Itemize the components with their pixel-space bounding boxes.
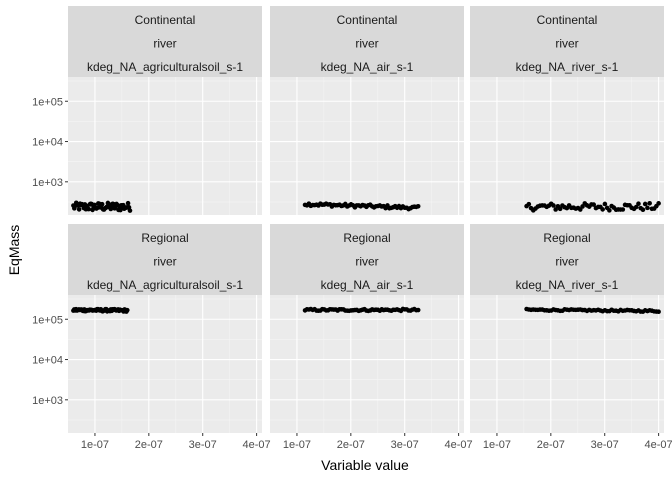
panel-background [470,295,664,433]
facet-strip [470,224,664,295]
strip-label: river [355,37,378,51]
data-point [415,307,421,313]
strip-label: Regional [343,231,390,245]
strip-label: Continental [337,13,398,27]
panel-background [68,295,262,433]
x-tick-label: 2e-07 [135,439,163,451]
strip-label: river [355,255,378,269]
facet-strip [270,6,464,77]
x-tick-label: 4e-07 [243,439,271,451]
x-tick-label: 2e-07 [537,439,565,451]
data-point [124,307,130,313]
panels-layer: Continental river kdeg_NA_agriculturalsoil… [68,6,664,433]
facet-strip [270,224,464,295]
x-tick-label: 4e-07 [645,439,672,451]
strip-label: river [555,255,578,269]
facet-panel: Regional river kdeg_NA_agriculturalsoil_s-… [68,224,262,433]
x-tick-label: 4e-07 [445,439,473,451]
data-point [636,201,641,206]
strip-label: Continental [135,13,196,27]
y-tick-label: 1e+04 [32,137,63,149]
strip-label: kdeg_NA_air_s-1 [321,60,414,74]
panel-background [470,77,664,215]
panel-background [270,295,464,433]
strip-label: river [555,37,578,51]
data-point [600,207,605,212]
strip-label: kdeg_NA_agriculturalsoil_s-1 [87,278,243,292]
strip-label: Regional [141,231,188,245]
strip-label: kdeg_NA_air_s-1 [321,278,414,292]
strip-label: kdeg_NA_river_s-1 [516,60,619,74]
data-point [640,207,646,213]
strip-label: river [153,37,176,51]
data-point [125,200,131,206]
facet-strip [68,224,262,295]
data-point [642,201,648,207]
x-tick-label: 3e-07 [591,439,619,451]
x-tick-label: 3e-07 [391,439,419,451]
data-point [602,201,608,207]
axes-layer: 1e+03 1e+04 1e+05 1e+03 1e+04 1e+05 1e-07 2e-07… [32,96,672,451]
data-point [620,207,626,212]
data-point [645,205,650,211]
data-point [633,204,639,210]
data-point [656,201,661,206]
strip-label: kdeg_NA_river_s-1 [516,278,619,292]
strip-label: Regional [543,231,590,245]
data-point [99,201,105,207]
y-tick-label: 1e+03 [32,395,63,407]
data-point [656,309,661,314]
y-tick-label: 1e+03 [32,177,63,189]
panel-background [270,77,464,215]
data-point [551,203,556,208]
strip-label: kdeg_NA_agriculturalsoil_s-1 [87,60,243,74]
y-tick-label: 1e+04 [32,355,63,367]
x-axis-title: Variable value [321,457,409,473]
data-point [647,200,652,206]
panel-background [68,77,262,215]
x-tick-label: 1e-07 [283,439,311,451]
facet-panel: Regional river kdeg_NA_air_s-1 [270,224,464,433]
data-point [557,206,563,212]
y-tick-label: 1e+05 [32,96,63,108]
data-point [553,207,558,212]
data-point [415,204,421,209]
strip-label: river [153,255,176,269]
x-tick-label: 2e-07 [337,439,365,451]
data-point [86,206,92,212]
y-axis-title: EqMass [6,225,22,276]
data-point [526,201,532,207]
data-point [591,202,597,207]
strip-label: Continental [537,13,598,27]
facet-panel: Continental river kdeg_NA_air_s-1 [270,6,464,215]
data-point [76,207,82,212]
x-tick-label: 1e-07 [81,439,109,451]
facet-panel: Regional river kdeg_NA_river_s-1 [470,224,664,433]
data-point [607,208,612,213]
data-point [127,208,133,213]
facet-panel: Continental river kdeg_NA_river_s-1 [470,6,664,215]
x-tick-label: 3e-07 [189,439,217,451]
facet-panel: Continental river kdeg_NA_agriculturalsoil… [68,6,262,215]
facet-strip [68,6,262,77]
facet-strip [470,6,664,77]
y-tick-label: 1e+05 [32,314,63,326]
x-tick-label: 1e-07 [483,439,511,451]
